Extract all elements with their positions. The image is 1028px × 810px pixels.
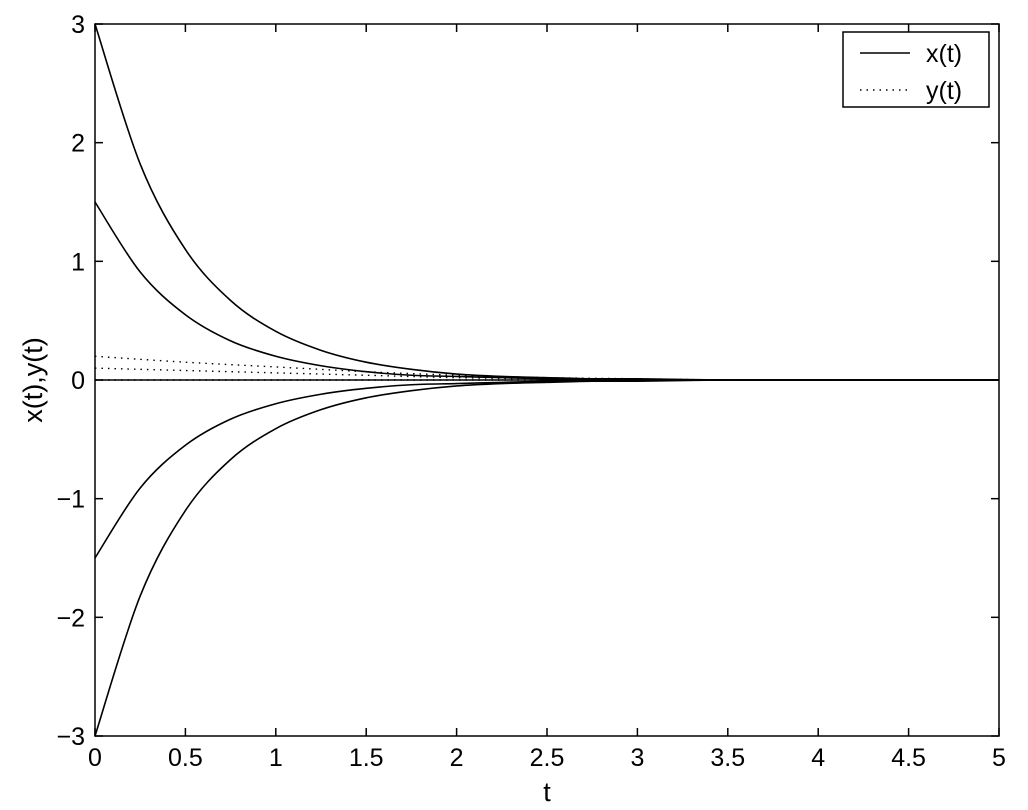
x-tick-label: 1.5 — [349, 744, 384, 772]
y-axis: −3 −2 −1 0 1 2 3 — [56, 11, 999, 751]
x-tick-label: 0.5 — [168, 744, 203, 772]
series-line-x-4 — [94, 379, 999, 737]
x-tick-label: 3 — [630, 744, 644, 772]
y-tick-label: −1 — [56, 486, 85, 514]
x-tick-label: 4 — [811, 744, 825, 772]
x-axis: 0 0.5 1 1.5 2 2.5 3 3.5 4 4.5 5 — [88, 24, 1006, 772]
y-axis-label: x(t),y(t) — [18, 337, 48, 422]
y-tick-label: 0 — [71, 367, 85, 395]
y-tick-label: −2 — [56, 604, 85, 632]
y-tick-label: −3 — [56, 723, 85, 751]
y-tick-label: 3 — [71, 11, 85, 39]
legend: x(t) y(t) — [842, 31, 990, 108]
series-layer — [94, 23, 999, 737]
legend-label-y: y(t) — [926, 77, 962, 105]
series-line-y-5 — [94, 355, 728, 381]
legend-label-x: x(t) — [926, 40, 962, 68]
y-tick-label: 2 — [71, 130, 85, 158]
y-tick-label: 1 — [71, 248, 85, 276]
x-tick-label: 3.5 — [710, 744, 745, 772]
x-tick-label: 1 — [269, 744, 283, 772]
legend-box — [842, 31, 990, 108]
x-tick-label: 4.5 — [891, 744, 926, 772]
x-axis-label: t — [543, 777, 551, 807]
x-tick-label: 2 — [450, 744, 464, 772]
x-tick-label: 5 — [992, 744, 1006, 772]
x-tick-label: 2.5 — [530, 744, 565, 772]
x-tick-label: 0 — [88, 744, 102, 772]
